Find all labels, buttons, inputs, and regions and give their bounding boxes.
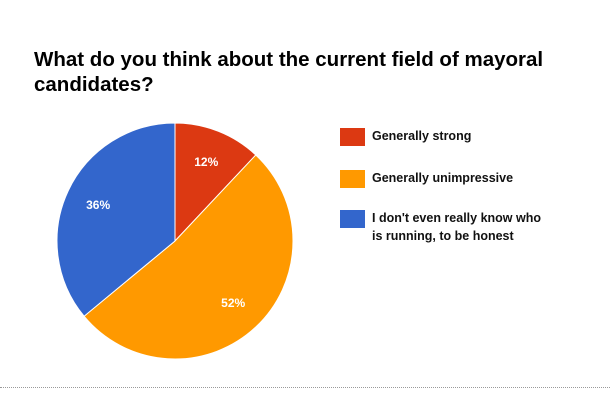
legend-label-generally-strong: Generally strong — [372, 129, 472, 143]
legend-label-generally-unimpressive: Generally unimpressive — [372, 171, 514, 185]
pie-slice-generally-unimpressive[interactable] — [83, 154, 294, 360]
legend-swatch-generally-strong — [340, 128, 365, 146]
slice-label-generally-unimpressive: 52% — [221, 296, 245, 310]
pie-slice-i-don-t-even-really-know-who-i[interactable] — [56, 122, 176, 317]
legend-swatch-generally-unimpressive — [340, 170, 365, 188]
pie-slice-generally-strong[interactable] — [174, 122, 257, 243]
legend-item-generally-unimpressive[interactable]: Generally unimpressive — [340, 169, 600, 188]
legend-swatch-dont-know — [340, 210, 365, 228]
slice-label-i-don-t-even-really-know-who-i: 36% — [86, 198, 110, 212]
chart-title: What do you think about the current fiel… — [34, 48, 544, 96]
legend-item-dont-know[interactable]: I don't even really know who is running,… — [340, 209, 600, 245]
slice-label-generally-strong: 12% — [194, 155, 218, 169]
legend-label-dont-know: I don't even really know who is running,… — [372, 211, 541, 243]
legend-item-generally-strong[interactable]: Generally strong — [340, 127, 600, 146]
bottom-divider — [0, 387, 610, 388]
